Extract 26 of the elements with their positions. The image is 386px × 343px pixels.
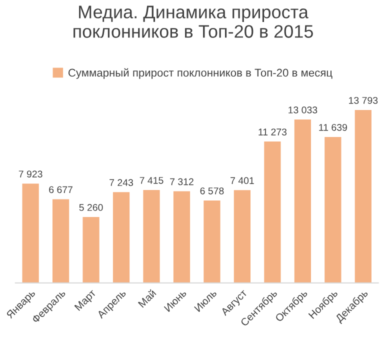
- legend-label: Суммарный прирост поклонников в Топ-20 в месяц: [68, 68, 332, 79]
- bar: [324, 136, 342, 283]
- chart-title: Медиа. Динамика прироста поклонников в Топ-20 в 2015: [74, 6, 313, 38]
- data-label: 11 273: [258, 128, 287, 136]
- bar: [143, 190, 160, 283]
- data-label: 7 312: [170, 178, 194, 186]
- data-label: 7 415: [140, 177, 164, 184]
- bar: [234, 190, 251, 283]
- bar: [294, 119, 312, 283]
- data-label: 7 401: [230, 177, 254, 184]
- bar: [264, 142, 281, 283]
- data-label: 6 578: [200, 187, 224, 194]
- bar: [82, 216, 100, 283]
- data-label: 7 923: [18, 170, 42, 178]
- data-label: 13 793: [349, 96, 378, 104]
- bar: [112, 192, 130, 283]
- data-label: 13 033: [288, 106, 318, 114]
- bar: [22, 184, 39, 283]
- data-label: 5 260: [79, 204, 103, 211]
- bar: [354, 110, 372, 283]
- bar: [52, 199, 70, 283]
- bar: [204, 200, 220, 283]
- data-label: 6 677: [49, 186, 72, 194]
- data-label: 11 639: [319, 124, 347, 131]
- data-label: 7 243: [110, 179, 134, 186]
- bar: [173, 191, 190, 283]
